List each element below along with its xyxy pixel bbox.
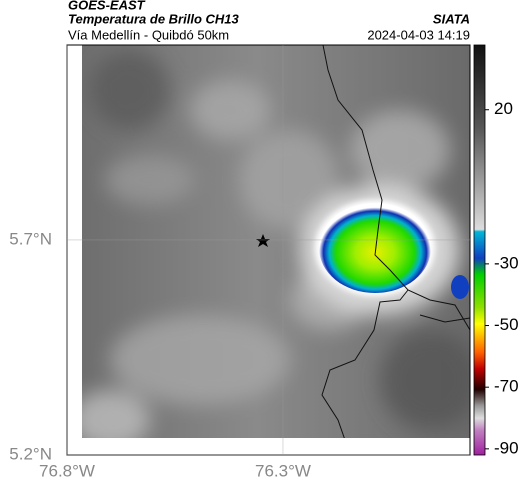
source: SIATA (433, 11, 470, 26)
product: GOES-EAST (68, 0, 146, 12)
y-tick-label: 5.2°N (9, 444, 52, 463)
x-tick-label: 76.3°W (255, 461, 311, 480)
subtitle: Vía Medellín - Quibdó 50km (68, 27, 229, 42)
satellite-image (82, 45, 470, 438)
colorbar-tick-label: -30 (494, 253, 519, 272)
location-marker (256, 234, 270, 247)
datetime: 2024-04-03 14:19 (367, 27, 470, 42)
title: Temperatura de Brillo CH13 (68, 11, 240, 26)
colorbar (473, 44, 486, 456)
colorbar-tick-label: 20 (494, 99, 513, 118)
y-tick-label: 5.7°N (9, 229, 52, 248)
x-tick-label: 76.8°W (39, 461, 95, 480)
colorbar-tick-label: -70 (494, 377, 519, 396)
colorbar-tick-label: -90 (494, 438, 519, 457)
colorbar-tick-label: -50 (494, 315, 519, 334)
